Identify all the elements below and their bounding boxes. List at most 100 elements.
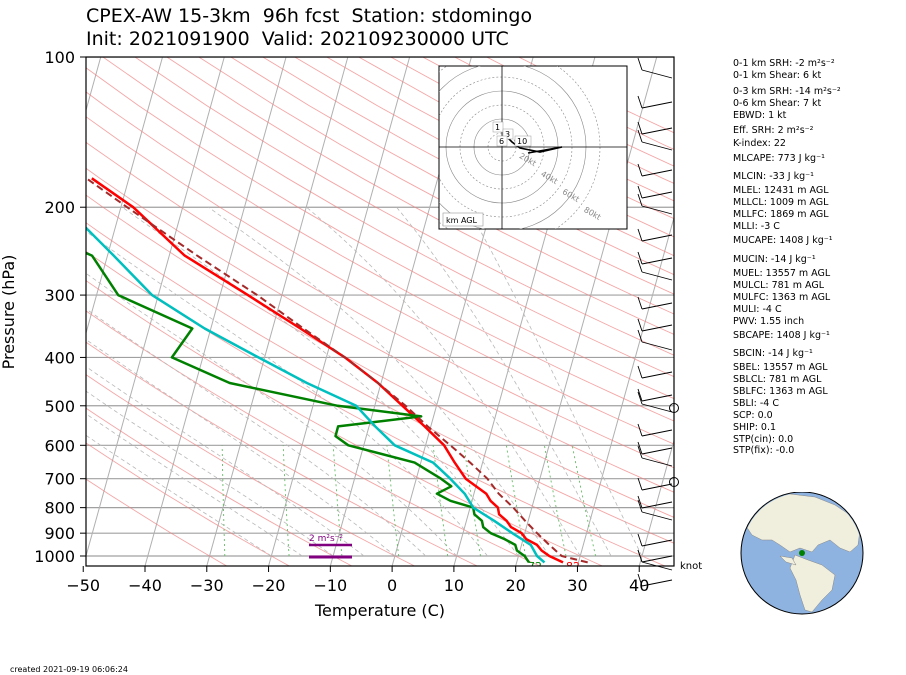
isotherm-line: [576, 215, 674, 566]
wind-barb: [641, 234, 673, 242]
index-line: STP(fix): -0.0: [733, 445, 795, 456]
moist-adiabat: [86, 413, 303, 557]
chart-subtitle: Init: 2021091900 Valid: 202109230000 UTC: [86, 28, 509, 50]
station-marker: [799, 550, 805, 556]
dry-adiabat: [262, 57, 674, 276]
wind-barb: [641, 429, 673, 437]
temperature-profile: [91, 177, 564, 564]
wind-barb: [641, 69, 673, 79]
isotherm-line: [206, 57, 349, 566]
y-tick-label: 300: [44, 286, 75, 305]
dry-adiabat: [86, 478, 228, 566]
dewpoint-profile: [86, 251, 531, 564]
parcel-profile: [86, 176, 588, 564]
mixing-ratio-line: [332, 445, 343, 557]
isotherm-line: [638, 438, 674, 566]
index-line: SCP: 0.0: [733, 410, 773, 421]
wind-barb: [641, 127, 673, 135]
dry-adiabat: [86, 91, 674, 422]
wind-barb: [641, 324, 673, 332]
mixing-ratio-line: [282, 445, 290, 557]
x-axis-label: Temperature (C): [314, 601, 445, 620]
y-tick-label: 700: [44, 470, 75, 489]
moist-adiabat: [86, 390, 334, 557]
index-line: MULI: -4 C: [733, 304, 782, 315]
index-line: EBWD: 1 kt: [733, 110, 787, 121]
y-tick-label: 900: [44, 524, 75, 543]
index-line: SBLCL: 781 m AGL: [733, 374, 822, 385]
dry-adiabat: [102, 57, 674, 378]
wind-barb: [641, 561, 673, 571]
moist-adiabat: [122, 206, 519, 557]
y-tick-label: 100: [44, 48, 75, 67]
wind-barb: [641, 257, 673, 265]
wind-barb: [641, 457, 673, 467]
index-line: MULFC: 1363 m AGL: [733, 292, 831, 303]
index-line: MLLCL: 1009 m AGL: [733, 197, 829, 208]
dry-adiabat: [86, 167, 674, 493]
mixing-ratio-line: [463, 445, 481, 557]
wind-unit-label: knot: [680, 561, 702, 572]
y-tick-label: 400: [44, 348, 75, 367]
wind-barbs: knot: [637, 57, 702, 587]
wind-barb: [641, 271, 673, 281]
mixing-ratio-line: [386, 445, 400, 557]
wind-barb: [641, 579, 673, 587]
isotherm-line: [515, 57, 658, 566]
mixing-ratio-line: [432, 445, 449, 557]
index-line: MLCAPE: 773 J kg⁻¹: [733, 153, 825, 164]
wind-barb: [641, 539, 673, 547]
wind-barb: [641, 403, 673, 413]
dry-adiabat: [86, 141, 674, 469]
dry-adiabat: [86, 250, 667, 566]
virtual-temperature-dewpoint-profile: [86, 226, 546, 564]
index-line: 0-3 km SRH: -14 m²s⁻²: [733, 86, 841, 97]
dry-adiabat: [86, 442, 291, 566]
hodograph-level-label: 10: [517, 137, 527, 146]
moist-adiabat: [396, 206, 612, 557]
index-line: STP(cin): 0.0: [733, 434, 794, 445]
index-line: MLEL: 12431 m AGL: [733, 185, 829, 196]
srh-bar-label: 2 m²s⁻²: [309, 534, 343, 544]
index-line: Eff. SRH: 2 m²s⁻²: [733, 125, 814, 136]
hodograph-level-label: 1: [495, 123, 500, 132]
calm-wind-marker: [669, 403, 679, 413]
x-tick-label: −20: [252, 576, 286, 595]
created-timestamp: created 2021-09-19 06:06:24: [10, 665, 128, 674]
dry-adiabat: [86, 407, 353, 566]
moist-adiabat: [86, 434, 272, 557]
surface-dewpoint-label: 72: [528, 560, 542, 573]
x-tick-label: −50: [66, 576, 100, 595]
dry-adiabat: [86, 374, 416, 566]
index-line: K-index: 22: [733, 138, 786, 149]
moist-adiabat: [306, 206, 581, 557]
wind-barb: [641, 483, 673, 491]
index-line: 0-1 km Shear: 6 kt: [733, 70, 822, 81]
calm-wind-marker: [669, 477, 679, 487]
dry-adiabat: [86, 310, 541, 566]
wind-barb: [641, 555, 673, 563]
index-line: MUCAPE: 1408 J kg⁻¹: [733, 235, 833, 246]
moist-adiabat: [208, 206, 550, 557]
y-tick-label: 500: [44, 397, 75, 416]
moist-adiabat: [86, 308, 427, 557]
dry-adiabat: [86, 67, 674, 400]
x-tick-label: 40: [629, 576, 649, 595]
y-tick-label: 800: [44, 499, 75, 518]
index-line: SBCIN: -14 J kg⁻¹: [733, 348, 813, 359]
index-line: 0-6 km Shear: 7 kt: [733, 98, 822, 109]
wind-barb: [641, 169, 673, 177]
moist-adiabat: [86, 339, 396, 557]
moist-adiabat: [86, 366, 365, 557]
dry-adiabat: [86, 194, 674, 518]
hodograph-box-label: km AGL: [446, 216, 478, 225]
dry-adiabat: [230, 57, 674, 295]
hodograph-level-label: 6: [499, 137, 504, 146]
y-tick-label: 600: [44, 436, 75, 455]
moist-adiabat: [86, 272, 457, 557]
index-line: SBCAPE: 1408 J kg⁻¹: [733, 330, 830, 341]
wind-barb: [641, 511, 673, 521]
y-axis-label: Pressure (hPa): [0, 255, 18, 370]
index-line: MUCIN: -14 J kg⁻¹: [733, 254, 816, 265]
